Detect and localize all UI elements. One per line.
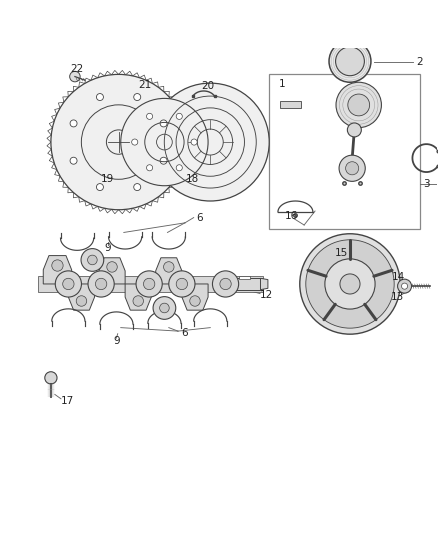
Text: 15: 15 [335, 247, 348, 257]
Text: 21: 21 [138, 80, 152, 90]
Circle shape [159, 303, 169, 313]
Text: 9: 9 [104, 243, 111, 253]
Text: 17: 17 [60, 396, 74, 406]
Circle shape [212, 271, 239, 297]
Circle shape [70, 71, 80, 82]
Circle shape [176, 165, 182, 171]
Text: 13: 13 [391, 292, 404, 302]
Text: 2: 2 [417, 57, 423, 67]
Circle shape [153, 297, 176, 319]
Bar [239, 276, 250, 279]
Circle shape [348, 94, 370, 116]
Text: 6: 6 [181, 328, 187, 338]
Text: 18: 18 [186, 174, 199, 184]
Circle shape [329, 41, 371, 82]
Polygon shape [182, 284, 208, 310]
Circle shape [81, 248, 104, 271]
Text: 3: 3 [423, 179, 430, 189]
Bar [234, 278, 263, 289]
Text: 12: 12 [260, 290, 273, 300]
Circle shape [76, 296, 87, 306]
Bar [280, 101, 301, 108]
Circle shape [190, 296, 200, 306]
Circle shape [147, 165, 152, 171]
Circle shape [144, 278, 155, 289]
Circle shape [88, 271, 114, 297]
Circle shape [220, 278, 231, 289]
Circle shape [169, 271, 195, 297]
Circle shape [136, 271, 162, 297]
Circle shape [402, 283, 408, 289]
Polygon shape [261, 278, 268, 289]
Circle shape [55, 271, 81, 297]
Text: 22: 22 [71, 64, 84, 74]
Circle shape [133, 296, 144, 306]
Circle shape [88, 255, 97, 265]
Circle shape [176, 278, 187, 289]
Circle shape [163, 262, 174, 272]
Circle shape [134, 94, 141, 101]
Circle shape [134, 183, 141, 191]
Circle shape [63, 278, 74, 289]
Polygon shape [68, 284, 95, 310]
Bar [269, 75, 420, 229]
Circle shape [398, 279, 412, 293]
Circle shape [339, 155, 365, 181]
Circle shape [176, 114, 182, 119]
Text: 19: 19 [101, 174, 114, 184]
Circle shape [51, 75, 186, 210]
Circle shape [107, 262, 117, 272]
Circle shape [151, 83, 269, 201]
Polygon shape [125, 284, 151, 310]
Circle shape [147, 114, 152, 119]
Circle shape [96, 183, 103, 191]
Circle shape [306, 240, 394, 328]
Text: 14: 14 [392, 271, 406, 281]
Circle shape [95, 278, 107, 289]
Circle shape [300, 234, 400, 334]
Circle shape [325, 259, 375, 309]
Circle shape [52, 260, 63, 271]
Text: 9: 9 [113, 336, 120, 346]
Circle shape [160, 120, 167, 127]
Circle shape [132, 139, 138, 145]
Text: 16: 16 [284, 211, 298, 221]
Circle shape [347, 123, 361, 137]
Polygon shape [43, 256, 72, 284]
Circle shape [96, 94, 103, 101]
Circle shape [70, 157, 77, 164]
Text: 1: 1 [279, 79, 286, 90]
Polygon shape [99, 258, 125, 284]
Circle shape [45, 372, 57, 384]
Bar [38, 276, 263, 292]
Circle shape [336, 82, 381, 128]
Circle shape [121, 99, 208, 185]
Circle shape [70, 120, 77, 127]
Text: 6: 6 [196, 213, 203, 223]
Circle shape [191, 139, 197, 145]
Circle shape [346, 161, 359, 175]
Text: 20: 20 [201, 81, 215, 91]
Circle shape [340, 274, 360, 294]
Circle shape [336, 47, 364, 76]
Circle shape [160, 157, 167, 164]
Polygon shape [155, 258, 182, 284]
